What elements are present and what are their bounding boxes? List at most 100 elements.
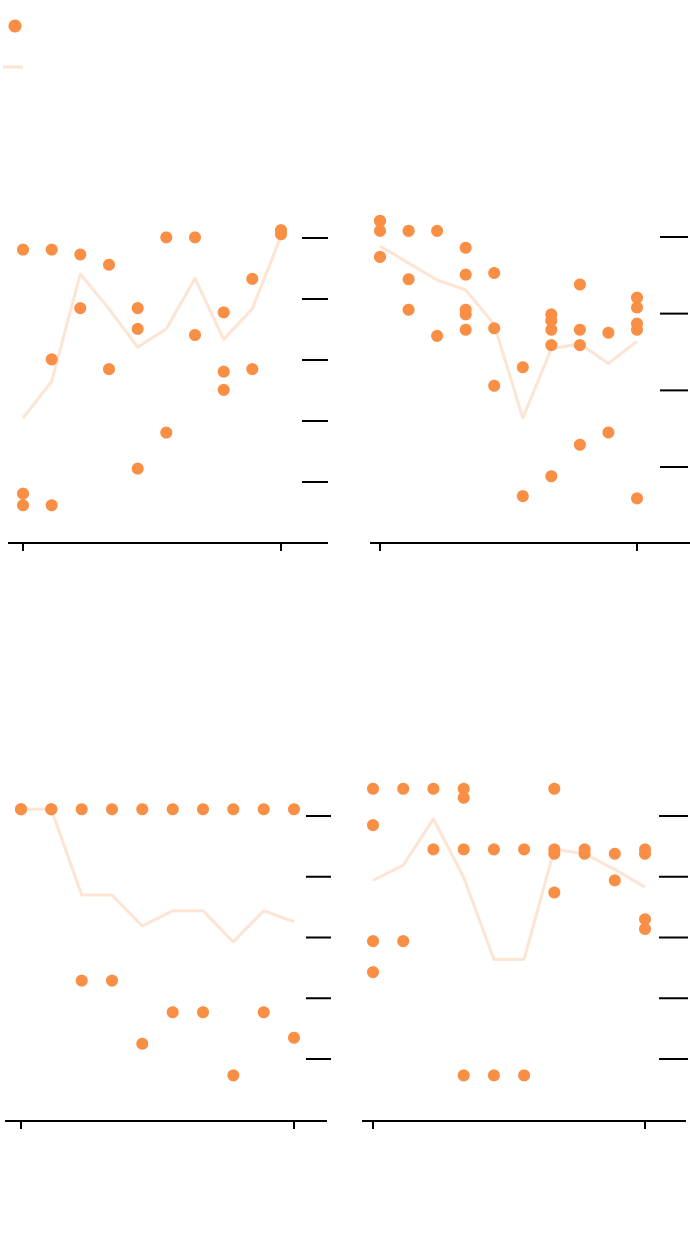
data-point-10 — [103, 363, 115, 376]
data-point-18 — [217, 306, 230, 319]
data-point-21 — [288, 803, 300, 816]
data-point-6 — [45, 499, 58, 512]
data-point-26 — [639, 847, 651, 860]
legend-point-marker — [8, 19, 22, 33]
data-point-9 — [457, 782, 470, 795]
data-point-11 — [136, 803, 149, 816]
data-point-24 — [545, 323, 558, 336]
data-point-12 — [131, 322, 144, 335]
data-point-13 — [166, 803, 179, 816]
data-point-19 — [217, 365, 230, 378]
data-point-20 — [516, 361, 529, 374]
data-point-28 — [573, 323, 586, 336]
data-point-8 — [402, 303, 415, 316]
data-point-23 — [608, 847, 621, 860]
data-point-16 — [197, 1006, 209, 1019]
data-point-11 — [431, 329, 444, 342]
data-point-13 — [487, 843, 500, 856]
data-point-21 — [246, 272, 259, 285]
trend-line — [372, 817, 646, 961]
data-point-22 — [578, 847, 591, 860]
data-point-10 — [431, 224, 444, 237]
data-point-22 — [246, 363, 259, 376]
data-point-20 — [257, 1006, 270, 1019]
data-point-28 — [639, 923, 651, 935]
panel-top-right — [370, 214, 690, 551]
data-point-8 — [427, 843, 440, 856]
data-point-19 — [257, 803, 270, 816]
data-point-2 — [374, 224, 386, 237]
data-point-1 — [367, 782, 379, 795]
data-point-8 — [75, 974, 88, 987]
data-point-20 — [548, 886, 561, 899]
data-point-11 — [131, 302, 144, 315]
data-point-36 — [631, 323, 643, 336]
data-point-11 — [457, 843, 470, 856]
data-point-6 — [397, 935, 410, 948]
data-point-9 — [106, 803, 118, 816]
data-point-13 — [131, 462, 144, 475]
data-point-18 — [227, 1069, 240, 1082]
data-point-10 — [106, 974, 118, 987]
data-point-14 — [166, 1006, 179, 1019]
data-point-16 — [459, 323, 472, 336]
data-point-5 — [45, 353, 58, 366]
data-point-25 — [545, 339, 558, 352]
data-point-4 — [45, 243, 58, 256]
trend-line — [21, 235, 283, 419]
data-point-19 — [548, 847, 561, 860]
data-point-9 — [402, 224, 415, 237]
data-point-5 — [397, 782, 410, 795]
data-point-13 — [459, 268, 472, 281]
data-point-22 — [288, 1031, 300, 1044]
trend-line — [379, 244, 638, 420]
data-point-3 — [367, 935, 379, 948]
data-point-27 — [639, 913, 651, 926]
data-point-14 — [487, 1069, 500, 1082]
data-point-7 — [74, 248, 87, 261]
data-point-4 — [367, 966, 379, 979]
trend-line — [21, 807, 295, 944]
data-point-1 — [17, 243, 29, 256]
panel-bottom-right — [362, 782, 688, 1129]
data-point-18 — [488, 322, 501, 335]
data-point-32 — [602, 426, 615, 439]
data-point-7 — [402, 273, 415, 286]
data-point-6 — [45, 803, 58, 816]
data-point-31 — [602, 326, 615, 339]
legend — [3, 19, 23, 69]
data-point-14 — [160, 231, 173, 244]
data-point-15 — [518, 843, 531, 856]
data-point-7 — [75, 803, 88, 816]
data-point-5 — [374, 214, 386, 227]
data-point-30 — [573, 438, 586, 451]
data-point-16 — [189, 231, 201, 244]
data-point-24 — [608, 874, 621, 887]
data-point-3 — [15, 803, 27, 816]
data-point-19 — [488, 379, 501, 392]
data-point-37 — [631, 492, 643, 505]
data-point-12 — [136, 1037, 149, 1050]
data-point-12 — [459, 241, 472, 254]
data-point-3 — [17, 499, 29, 512]
data-point-16 — [518, 1069, 531, 1082]
data-point-4 — [374, 250, 386, 263]
data-point-2 — [367, 819, 379, 832]
data-point-29 — [573, 339, 586, 352]
data-point-23 — [545, 314, 558, 327]
data-point-15 — [459, 308, 472, 321]
data-point-15 — [197, 803, 209, 816]
data-point-9 — [103, 258, 115, 271]
data-point-8 — [74, 302, 87, 315]
data-point-17 — [488, 267, 501, 279]
data-point-33 — [631, 291, 643, 304]
data-point-17 — [548, 782, 561, 795]
data-point-17 — [227, 803, 240, 816]
data-point-12 — [457, 1069, 470, 1082]
data-point-7 — [427, 782, 440, 795]
data-point-17 — [189, 329, 201, 341]
panel-top-left — [8, 224, 328, 551]
data-point-26 — [545, 470, 558, 483]
data-point-21 — [516, 490, 529, 503]
